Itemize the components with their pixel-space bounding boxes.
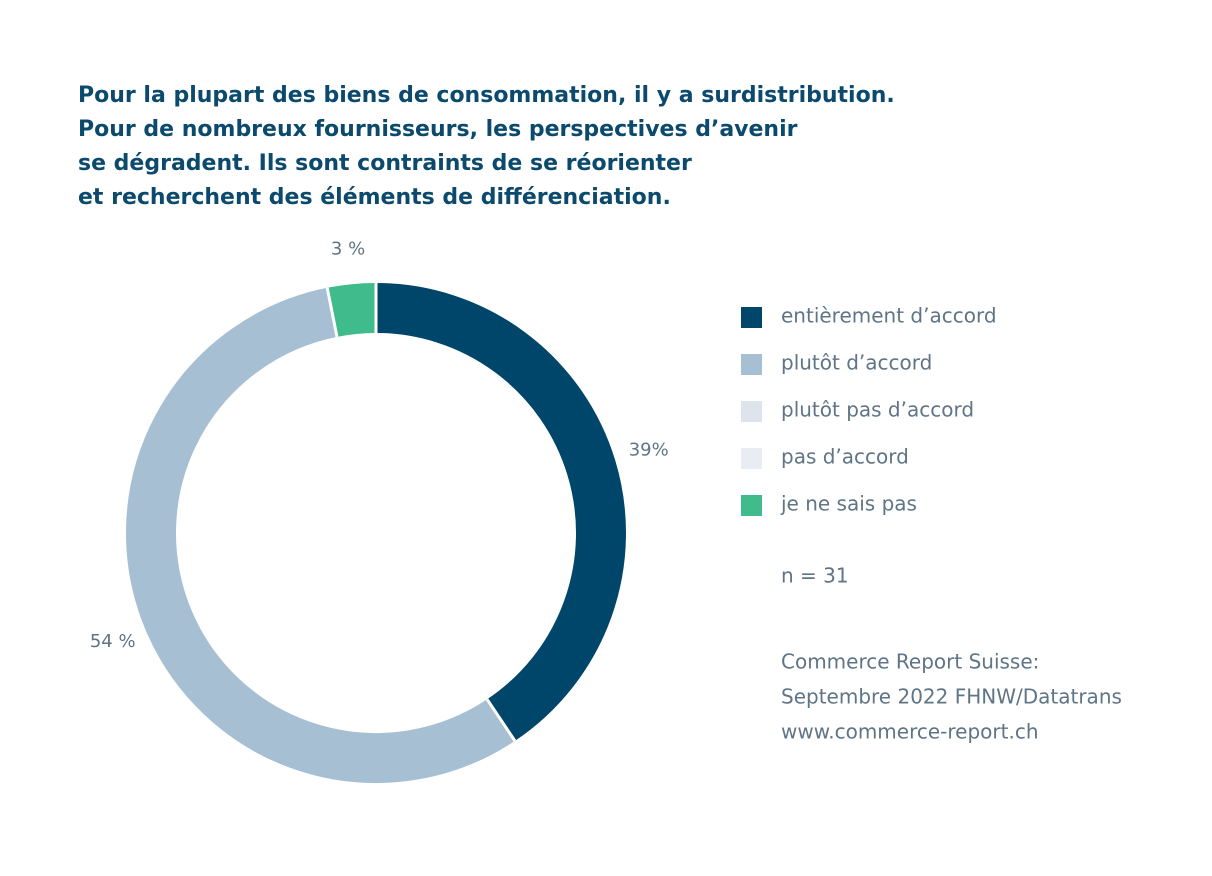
donut-segment [126,287,515,783]
data-label: 39% [629,439,669,460]
source: www.commerce-report.ch [781,720,1039,744]
legend-swatch [741,307,762,328]
legend-label: pas d’accord [781,445,909,469]
legend-label: plutôt d’accord [781,351,932,375]
legend-label: je ne sais pas [780,492,917,516]
legend-swatch [741,401,762,422]
source: Commerce Report Suisse: [781,650,1039,674]
legend-swatch [741,495,762,516]
chart-title: Pour de nombreux fournisseurs, les persp… [78,117,798,142]
data-label: 54 % [90,631,136,652]
legend-label: plutôt pas d’accord [781,398,974,422]
legend-swatch [741,448,762,469]
data-label: 3 % [331,238,365,259]
legend-label: entièrement d’accord [781,304,997,328]
sample-size: n = 31 [781,564,849,588]
chart-title: et recherchent des éléments de différenc… [78,185,671,210]
legend-swatch [741,354,762,375]
chart-title: se dégradent. Ils sont contraints de se … [78,151,692,176]
donut-segment [375,283,626,741]
source: Septembre 2022 FHNW/Datatrans [781,685,1122,709]
segment-separator [485,698,517,742]
donut-segment [327,283,377,337]
chart-title: Pour la plupart des biens de consommatio… [78,83,895,108]
segment-separator [325,287,339,338]
